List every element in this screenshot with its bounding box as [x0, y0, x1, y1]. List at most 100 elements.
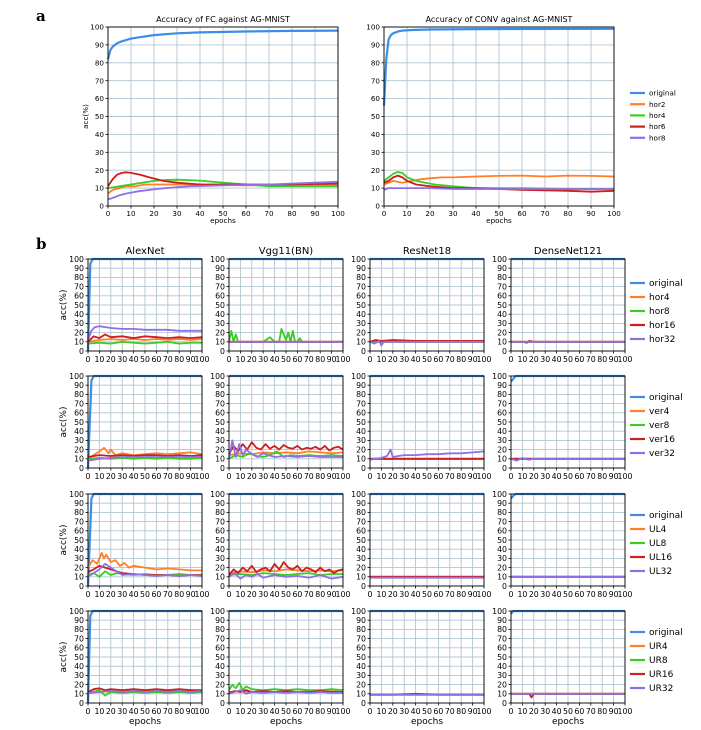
x-tick-label: 0: [368, 707, 373, 716]
series-line-hor4: [107, 178, 338, 189]
y-tick-label: 10: [74, 455, 84, 464]
y-tick-label: 20: [215, 445, 225, 454]
x-tick-label: 60: [292, 472, 302, 481]
x-tick-label: 10: [235, 472, 245, 481]
y-tick-label: 0: [502, 699, 507, 708]
y-tick-label: 40: [356, 427, 366, 436]
y-tick-label: 100: [492, 255, 507, 264]
x-tick-label: 50: [281, 590, 291, 599]
chart-b1: 0010102020303040405050606070708080909010…: [59, 246, 209, 364]
y-tick-label: 20: [215, 680, 225, 689]
plot-frame: [369, 258, 485, 352]
x-tick-label: 90: [468, 590, 478, 599]
x-tick-label: 30: [258, 590, 268, 599]
y-tick-label: 40: [497, 662, 507, 671]
y-tick-label: 40: [74, 427, 84, 436]
series-line-hor4: [87, 338, 203, 343]
x-tick-label: 20: [529, 707, 539, 716]
x-tick-label: 60: [433, 472, 443, 481]
x-tick-label: 0: [509, 707, 514, 716]
plot-frame: [510, 493, 626, 587]
x-tick-label: 70: [163, 355, 173, 364]
x-tick-label: 90: [609, 590, 619, 599]
plot-frame: [228, 610, 344, 704]
legends-layer: original hor2 hor4 hor6 hor8 original hor4 hor8…: [630, 89, 683, 694]
y-axis-label: acc(%): [59, 290, 69, 321]
y-tick-label: 60: [74, 409, 84, 418]
x-tick-label: 60: [574, 472, 584, 481]
x-tick-label: 40: [129, 472, 139, 481]
x-tick-label: 20: [388, 590, 398, 599]
x-tick-label: 20: [106, 355, 116, 364]
y-tick-label: 0: [220, 464, 225, 473]
chart-b13: 0010102020303040405050606070708080909010…: [59, 607, 209, 727]
x-tick-label: 60: [433, 355, 443, 364]
x-tick-label: 20: [106, 472, 116, 481]
x-tick-label: 10: [94, 590, 104, 599]
x-tick-label: 60: [517, 209, 527, 218]
legend-label: ver4: [649, 407, 670, 417]
y-tick-label: 80: [497, 273, 507, 282]
x-tick-label: 20: [247, 590, 257, 599]
panel-label-a: a: [36, 7, 46, 25]
y-tick-label: 50: [356, 418, 366, 427]
y-tick-label: 70: [497, 517, 507, 526]
x-tick-label: 100: [618, 472, 633, 481]
x-tick-label: 80: [315, 590, 325, 599]
y-tick-label: 90: [356, 499, 366, 508]
chart-b14: 0010102020303040405050606070708080909010…: [210, 607, 350, 727]
x-tick-label: 0: [368, 590, 373, 599]
y-tick-label: 90: [497, 381, 507, 390]
series-line-ver8: [228, 450, 344, 460]
x-tick-label: 90: [327, 472, 337, 481]
x-tick-label: 100: [331, 209, 345, 218]
x-tick-label: 0: [86, 472, 91, 481]
chart-b16: 0010102020303040405050606070708080909010…: [492, 607, 632, 727]
x-tick-label: 40: [552, 472, 562, 481]
plots-layer: 0010102020303040405050606070708080909010…: [59, 15, 633, 727]
y-tick-label: 50: [74, 418, 84, 427]
legend-label: hor4: [649, 293, 670, 303]
y-tick-label: 60: [74, 644, 84, 653]
y-tick-label: 10: [497, 455, 507, 464]
x-tick-label: 0: [86, 707, 91, 716]
series-line-hor16: [87, 333, 203, 343]
y-tick-label: 0: [361, 347, 366, 356]
x-tick-label: 80: [315, 707, 325, 716]
legend-label: original: [649, 279, 683, 289]
y-tick-label: 80: [497, 390, 507, 399]
y-tick-label: 70: [215, 399, 225, 408]
y-tick-label: 50: [74, 653, 84, 662]
series-line-UL32: [87, 563, 203, 578]
y-tick-label: 10: [215, 455, 225, 464]
x-tick-label: 80: [456, 707, 466, 716]
y-tick-label: 40: [95, 130, 105, 139]
x-tick-label: 50: [281, 472, 291, 481]
y-tick-label: 60: [74, 527, 84, 536]
x-tick-label: 20: [529, 472, 539, 481]
x-tick-label: 80: [597, 707, 607, 716]
y-tick-label: 0: [79, 699, 84, 708]
x-tick-label: 80: [597, 355, 607, 364]
x-tick-label: 90: [609, 355, 619, 364]
x-tick-label: 90: [310, 209, 320, 218]
y-tick-label: 90: [215, 499, 225, 508]
y-tick-label: 100: [351, 255, 366, 264]
x-tick-label: 10: [94, 472, 104, 481]
y-tick-label: 60: [497, 292, 507, 301]
series-line-UL4: [87, 552, 202, 572]
x-tick-label: 90: [468, 472, 478, 481]
y-tick-label: 0: [361, 699, 366, 708]
legend-legB4: original UR4 UR8 UR16 UR32: [630, 628, 683, 694]
x-axis-label: epochs: [411, 717, 443, 726]
legend-label: UR16: [649, 670, 674, 680]
x-tick-label: 40: [270, 707, 280, 716]
y-axis-label: acc(%): [59, 407, 69, 438]
x-tick-label: 90: [468, 707, 478, 716]
series-line-hor8: [87, 340, 202, 345]
y-tick-label: 70: [74, 282, 84, 291]
y-tick-label: 30: [215, 554, 225, 563]
y-tick-label: 30: [356, 671, 366, 680]
y-tick-label: 10: [215, 338, 225, 347]
